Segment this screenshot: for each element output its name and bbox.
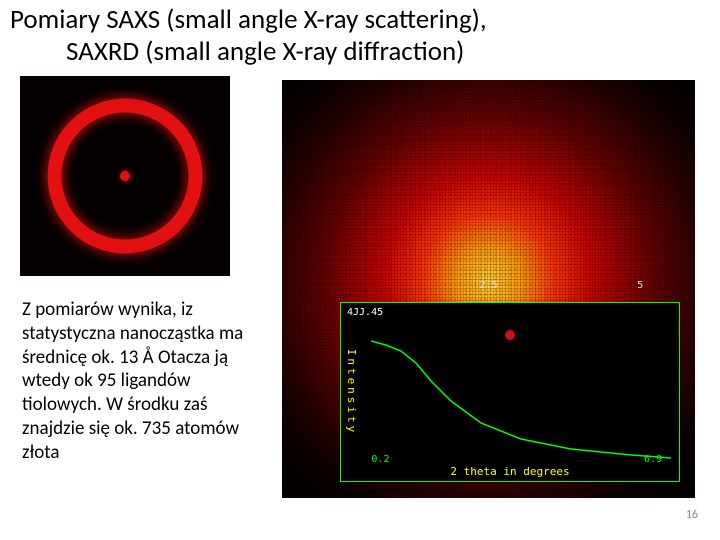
saxs-scatter-image: 2.5 5 4JJ.45 Intensity 2 theta in degree… [282,80,695,498]
x-axis-label: 2 theta in degrees [450,465,569,478]
graph-top-left-value: 4JJ.45 [347,307,383,318]
intensity-curve [371,321,671,461]
description-text: Z pomiarów wynika, iz statystyczna nanoc… [22,298,267,464]
x-tick-0: 0.2 [371,454,389,465]
page-number: 16 [686,508,698,522]
top-tick-1: 2.5 [479,280,497,291]
saxs-ring-pattern-image [20,76,230,276]
y-axis-label: Intensity [345,349,358,436]
title-line-2: SAXRD (small angle X-ray diffraction) [10,36,710,68]
intensity-graph: 4JJ.45 Intensity 2 theta in degrees 0.2 … [340,302,680,482]
x-tick-1: 6.9 [644,454,662,465]
title-line-1: Pomiary SAXS (small angle X-ray scatteri… [10,4,710,36]
top-tick-2: 5 [637,280,643,291]
slide-title: Pomiary SAXS (small angle X-ray scatteri… [10,4,710,69]
beam-center-dot [120,171,130,181]
